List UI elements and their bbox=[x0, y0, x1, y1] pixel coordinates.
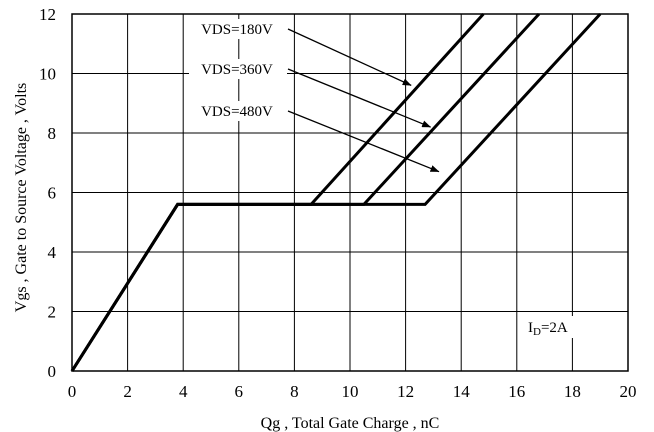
svg-text:ID=2A: ID=2A bbox=[528, 320, 568, 338]
condition-subscript: D bbox=[533, 326, 541, 338]
y-tick-label-0: 0 bbox=[48, 362, 57, 381]
y-tick-label-2: 2 bbox=[48, 303, 57, 322]
annotation-layer: VDS=180V VDS=360V VDS=480V bbox=[189, 19, 440, 173]
condition-symbol: I bbox=[528, 320, 533, 336]
annotation-background-3 bbox=[189, 101, 287, 121]
x-tick-label-20: 20 bbox=[620, 382, 637, 401]
x-tick-label-8: 8 bbox=[290, 382, 299, 401]
y-tick-label-12: 12 bbox=[39, 5, 56, 24]
x-tick-label-6: 6 bbox=[235, 382, 244, 401]
x-tick-label-0: 0 bbox=[68, 382, 77, 401]
annotation-arrow-2 bbox=[287, 68, 432, 128]
annotation-arrow-3 bbox=[287, 110, 440, 173]
condition-label: ID=2A bbox=[522, 316, 578, 338]
axes bbox=[71, 13, 629, 372]
x-tick-label-2: 2 bbox=[123, 382, 132, 401]
tick-labels: 0 2 4 6 8 10 12 14 16 18 20 0 2 4 6 8 10 12 bbox=[39, 5, 637, 401]
y-tick-label-4: 4 bbox=[48, 243, 57, 262]
grid bbox=[72, 14, 628, 371]
annotation-background-2 bbox=[189, 59, 287, 79]
condition-value: =2A bbox=[541, 320, 568, 336]
x-tick-label-10: 10 bbox=[342, 382, 359, 401]
y-axis-title: Vgs , Gate to Source Voltage , Volts bbox=[13, 83, 30, 312]
x-tick-label-16: 16 bbox=[508, 382, 525, 401]
annotation-label-1: VDS=180V bbox=[201, 22, 273, 38]
series-layer bbox=[70, 12, 602, 372]
annotation-background-1 bbox=[189, 19, 287, 39]
y-tick-label-10: 10 bbox=[39, 65, 56, 84]
y-tick-label-8: 8 bbox=[48, 124, 57, 143]
x-tick-label-18: 18 bbox=[564, 382, 581, 401]
x-tick-label-12: 12 bbox=[397, 382, 414, 401]
y-tick-label-6: 6 bbox=[48, 184, 57, 203]
x-axis-title: Qg , Total Gate Charge , nC bbox=[261, 415, 440, 432]
x-tick-label-4: 4 bbox=[179, 382, 188, 401]
series-line-3 bbox=[70, 12, 602, 372]
annotation-arrow-1 bbox=[287, 28, 412, 86]
x-tick-label-14: 14 bbox=[453, 382, 471, 401]
plot-frame bbox=[71, 13, 629, 372]
condition-label-background bbox=[522, 316, 578, 338]
annotation-label-3: VDS=480V bbox=[201, 104, 273, 120]
annotation-label-2: VDS=360V bbox=[201, 62, 273, 78]
